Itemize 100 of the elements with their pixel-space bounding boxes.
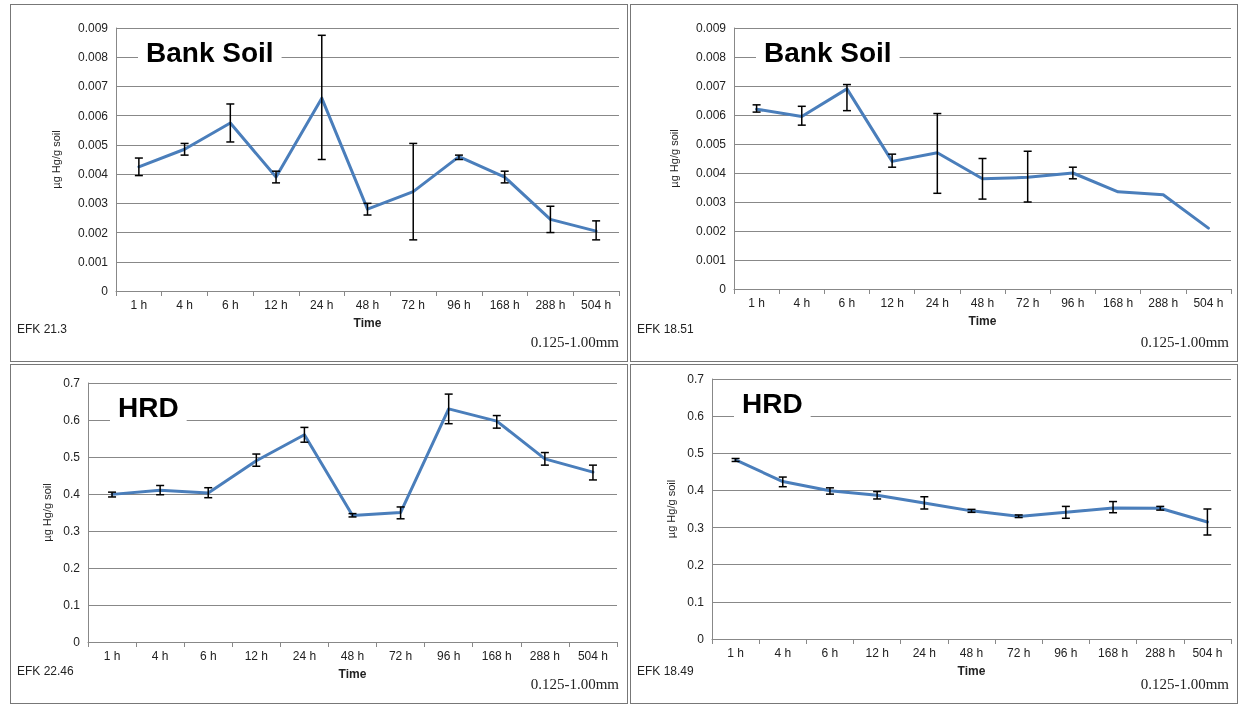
y-tick-label: 0 (73, 635, 81, 649)
x-tick-label: 168 h (1098, 646, 1129, 660)
x-tick-label: 168 h (489, 298, 520, 312)
y-tick-label: 0.1 (687, 594, 705, 609)
y-tick-label: 0.7 (63, 376, 81, 390)
x-tick-label: 4 h (774, 646, 792, 660)
x-tick-label: 6 h (821, 646, 839, 660)
y-tick-label: 0.004 (77, 167, 109, 182)
x-tick-label: 504 h (1192, 646, 1223, 660)
y-tick-label: 0.5 (687, 446, 705, 461)
x-tick-label: 1 h (130, 298, 148, 312)
text: EFK 18.51 (637, 322, 695, 336)
x-tick-label: 72 h (388, 649, 413, 663)
y-tick-label: 0.002 (77, 225, 109, 240)
x-tick-label: 72 h (1016, 296, 1040, 310)
text: 0.125-1.00mm (530, 675, 620, 692)
y-tick-label: 0.005 (695, 137, 727, 151)
y-tick-label: 0.005 (77, 137, 109, 152)
x-tick-label: 24 h (912, 646, 936, 660)
chart-title: HRD (742, 387, 803, 419)
y-tick-label: 0.3 (63, 524, 81, 538)
x-tick-label: 6 h (221, 298, 239, 312)
x-tick-label: 504 h (581, 298, 612, 312)
chart-title: Bank Soil (764, 36, 892, 68)
x-tick-label: 72 h (401, 298, 425, 312)
x-tick-label: 96 h (1054, 646, 1078, 660)
y-tick-label: 0.2 (63, 561, 81, 575)
x-tick-label: 504 h (1193, 296, 1224, 310)
x-tick-label: 48 h (355, 298, 380, 312)
x-tick-label: 12 h (264, 298, 288, 312)
x-tick-label: 6 h (199, 649, 217, 663)
x-tick-label: 1 h (727, 646, 744, 660)
x-tick-label: 1 h (103, 649, 121, 663)
y-tick-label: 0.6 (687, 409, 705, 424)
x-tick-label: 4 h (151, 649, 169, 663)
x-tick-label: 1 h (748, 296, 765, 310)
x-tick-label: 24 h (925, 296, 949, 310)
text: EFK 22.46 (17, 664, 75, 678)
chart-title: HRD (118, 391, 179, 423)
y-tick-label: 0.006 (695, 108, 727, 122)
x-tick-label: 4 h (793, 296, 811, 310)
text: EFK 21.3 (17, 322, 68, 336)
line-series (137, 96, 598, 233)
y-tick-label: 0.007 (77, 79, 109, 94)
x-tick-label: 24 h (310, 298, 334, 312)
y-tick-label: 0.5 (63, 450, 81, 464)
x-tick-label: 96 h (1061, 296, 1085, 310)
x-tick-label: 168 h (481, 649, 512, 663)
text: 0.125-1.00mm (530, 333, 620, 350)
y-axis-title: µg Hg/g soil (40, 483, 53, 542)
x-tick-label: 72 h (1007, 646, 1031, 660)
y-tick-label: 0.001 (77, 254, 109, 269)
x-tick-label: 4 h (176, 298, 193, 312)
y-tick-label: 0.4 (63, 487, 81, 501)
y-tick-label: 0.004 (695, 166, 727, 180)
text: EFK 18.49 (637, 664, 695, 678)
y-tick-label: 0 (719, 282, 727, 296)
x-tick-label: 504 h (577, 649, 608, 663)
y-tick-label: 0.3 (687, 520, 705, 535)
x-tick-label: 48 h (970, 296, 995, 310)
x-tick-label: 96 h (437, 649, 461, 663)
x-tick-label: 12 h (880, 296, 904, 310)
x-tick-label: 96 h (447, 298, 471, 312)
y-tick-label: 0.008 (695, 50, 727, 64)
line-series (734, 458, 1209, 524)
x-tick-label: 12 h (244, 649, 268, 663)
y-tick-label: 0.002 (695, 224, 727, 238)
x-axis-title: Time (968, 314, 997, 328)
chart-title: Bank Soil (146, 36, 274, 68)
x-tick-label: 6 h (838, 296, 856, 310)
x-tick-label: 12 h (865, 646, 889, 660)
line-series (755, 87, 1210, 230)
y-tick-label: 0.1 (63, 598, 81, 612)
y-tick-label: 0 (101, 284, 109, 298)
x-tick-label: 24 h (292, 649, 317, 663)
y-tick-label: 0.008 (77, 50, 109, 65)
x-axis-title: Time (957, 664, 986, 678)
text: 0.125-1.00mm (1140, 333, 1230, 350)
y-tick-label: 0 (697, 632, 705, 646)
x-axis-title: Time (338, 667, 367, 681)
x-tick-label: 288 h (529, 649, 560, 663)
y-tick-label: 0.006 (77, 108, 109, 123)
x-tick-label: 168 h (1103, 296, 1134, 310)
y-tick-label: 0.007 (695, 79, 727, 93)
text: 0.125-1.00mm (1140, 675, 1230, 692)
x-tick-label: 48 h (959, 646, 984, 660)
x-tick-label: 288 h (1148, 296, 1179, 310)
y-tick-label: 0.001 (695, 253, 727, 267)
y-tick-label: 0.009 (77, 21, 109, 35)
y-tick-label: 0.009 (695, 21, 727, 35)
y-tick-label: 0.4 (687, 483, 705, 498)
y-axis-title: µg Hg/g soil (667, 129, 680, 188)
x-axis-title: Time (353, 316, 382, 330)
x-tick-label: 48 h (340, 649, 365, 663)
y-axis-title: µg Hg/g soil (664, 479, 677, 539)
y-tick-label: 0.2 (687, 557, 705, 572)
y-tick-label: 0.003 (695, 195, 727, 209)
x-tick-label: 288 h (535, 298, 566, 312)
y-tick-label: 0.003 (77, 196, 109, 211)
y-tick-label: 0.6 (63, 413, 81, 427)
